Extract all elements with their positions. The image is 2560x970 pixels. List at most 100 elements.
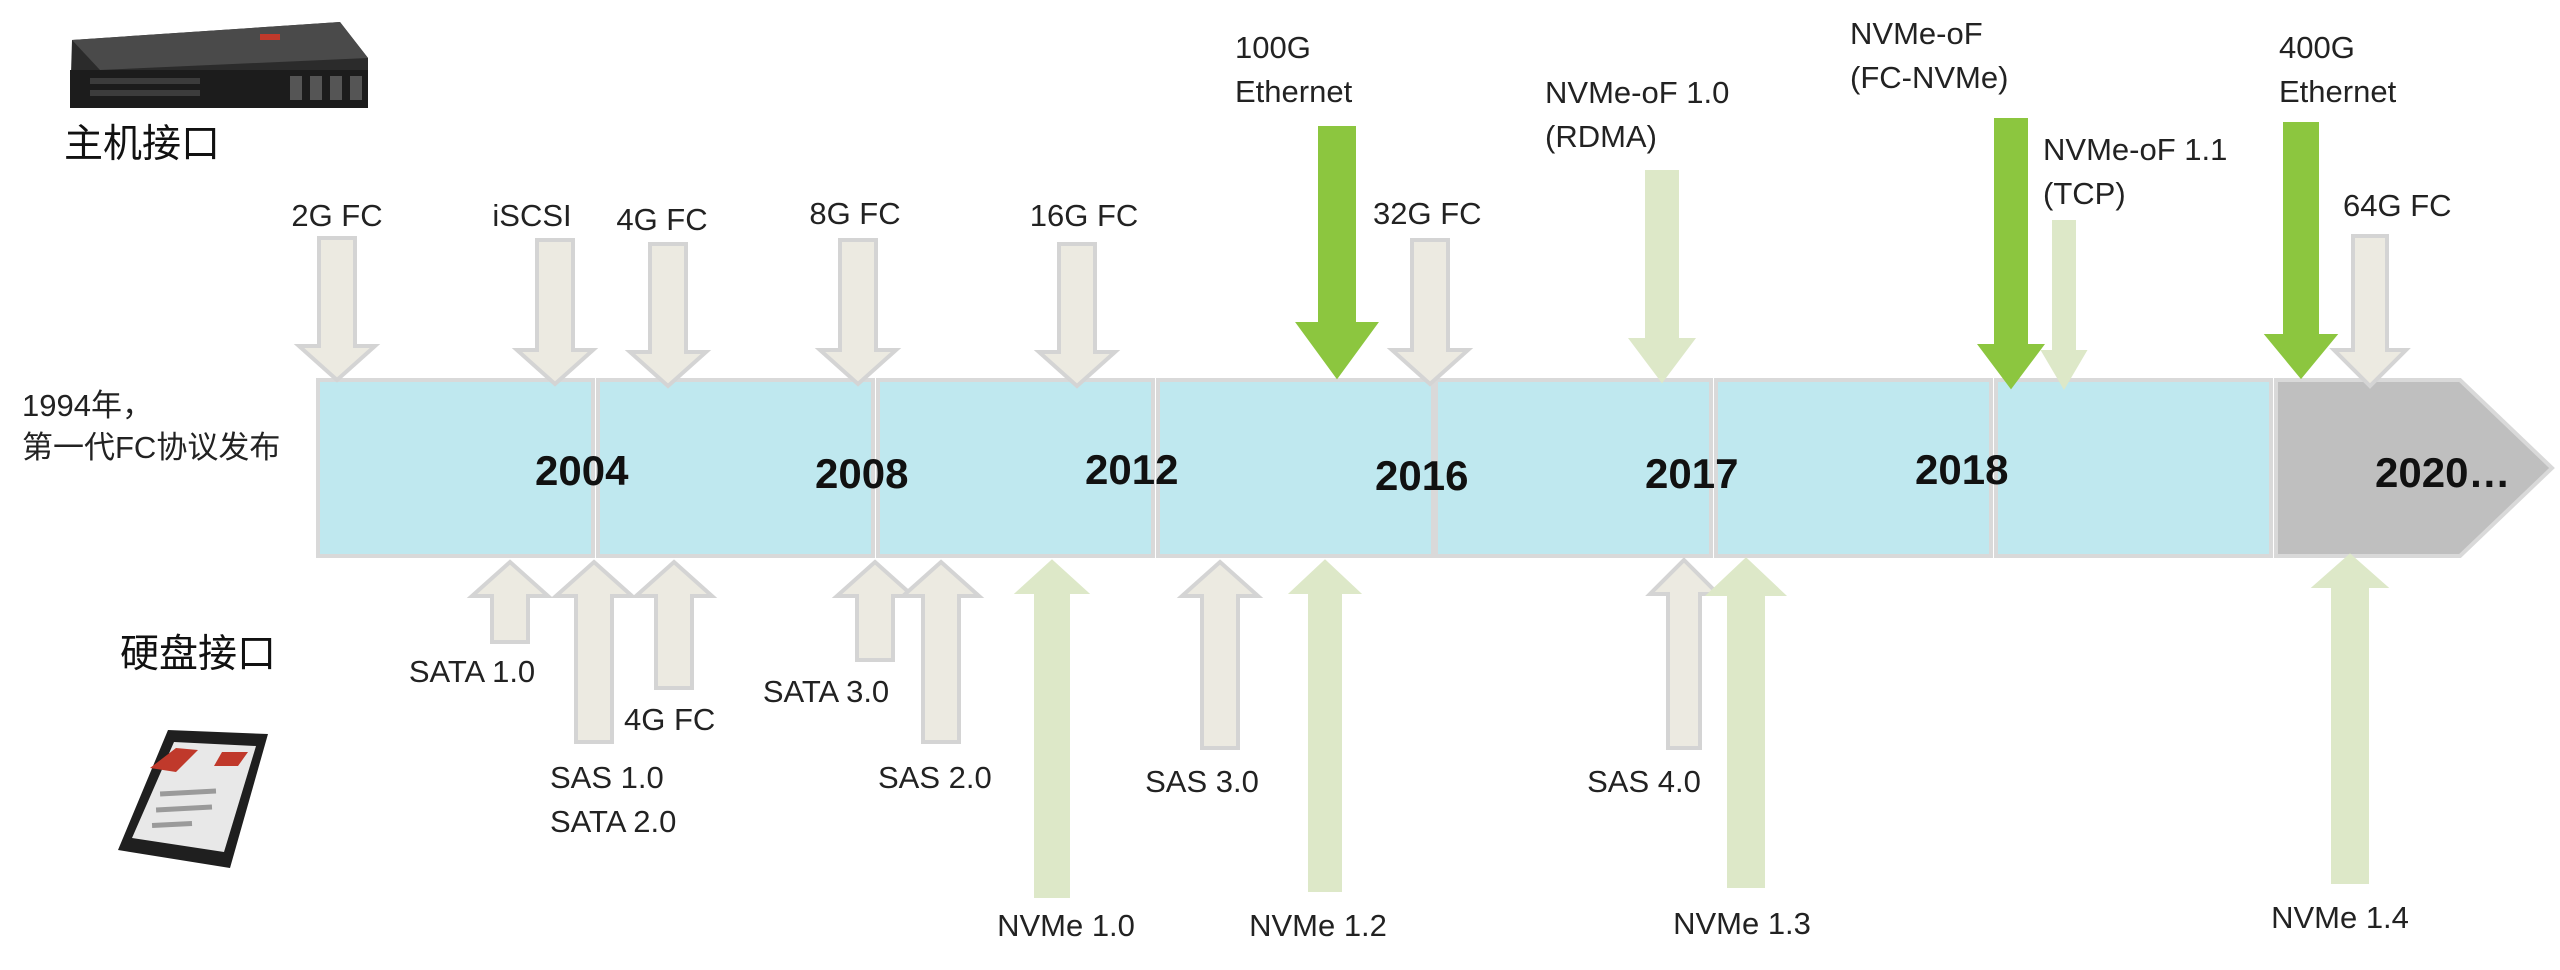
interface-label: NVMe 1.3 bbox=[1673, 906, 1811, 941]
host-interface-arrow: 4G FC bbox=[616, 202, 712, 389]
interface-label: 32G FC bbox=[1373, 196, 1482, 231]
disk-interface-arrows: SATA 1.0 SAS 1.0 SATA 2.0 4G FC SATA 3.0 SAS … bbox=[409, 553, 2409, 943]
interface-label: Ethernet bbox=[2279, 74, 2397, 109]
disk-interface-arrow: NVMe 1.4 bbox=[2271, 553, 2409, 935]
origin-text-line2: 第一代FC协议发布 bbox=[22, 430, 280, 465]
interface-label: NVMe 1.0 bbox=[997, 908, 1135, 943]
host-interface-arrow: 32G FC bbox=[1373, 196, 1482, 387]
disk-interface-arrow: SAS 1.0 SATA 2.0 bbox=[550, 559, 676, 839]
disk-interface-arrow: NVMe 1.0 bbox=[997, 559, 1135, 943]
timeline-segment-6 bbox=[1714, 378, 1993, 558]
timeline-segment-3 bbox=[876, 378, 1155, 558]
interface-label: SAS 3.0 bbox=[1145, 764, 1259, 799]
ssd-drive-icon bbox=[118, 730, 268, 868]
year-label: 2004 bbox=[535, 447, 629, 494]
year-label: 2016 bbox=[1375, 452, 1468, 499]
interface-label: NVMe 1.4 bbox=[2271, 900, 2409, 935]
interface-label: iSCSI bbox=[492, 198, 571, 233]
interface-label: 4G FC bbox=[624, 702, 715, 737]
timeline-segment-2 bbox=[596, 378, 875, 558]
rack-server-icon bbox=[70, 22, 368, 108]
interface-label: SATA 2.0 bbox=[550, 804, 676, 839]
host-interface-arrow: 64G FC bbox=[2329, 188, 2452, 389]
host-interface-arrow: 100G Ethernet bbox=[1235, 30, 1379, 380]
timeline-future-arrow bbox=[2274, 378, 2555, 558]
interface-label: 100G bbox=[1235, 30, 1311, 65]
up-arrow-icon bbox=[1645, 557, 1723, 750]
timeline-year-labels: 2004 2008 2012 2016 2017 2018 2020… bbox=[535, 446, 2510, 499]
interface-label: NVMe-oF 1.1 bbox=[2043, 132, 2227, 167]
down-arrow-icon bbox=[1977, 118, 2045, 390]
down-arrow-icon bbox=[293, 236, 381, 383]
down-arrow-icon bbox=[1628, 170, 1696, 384]
disk-interface-arrow: NVMe 1.3 bbox=[1673, 557, 1811, 941]
interface-label: NVMe 1.2 bbox=[1249, 908, 1387, 943]
disk-interface-heading: 硬盘接口 bbox=[120, 633, 276, 676]
interface-label: 16G FC bbox=[1030, 198, 1139, 233]
down-arrow-icon bbox=[1033, 242, 1121, 389]
interface-label: 8G FC bbox=[809, 196, 900, 231]
year-label: 2012 bbox=[1085, 446, 1178, 493]
disk-interface-arrow: SAS 2.0 bbox=[878, 559, 992, 795]
year-label: 2020… bbox=[2375, 449, 2510, 496]
interface-label: 4G FC bbox=[616, 202, 707, 237]
timeline-segment-4 bbox=[1156, 378, 1435, 558]
interface-label: SAS 4.0 bbox=[1587, 764, 1701, 799]
host-interface-arrow: 2G FC bbox=[291, 198, 383, 383]
host-interface-arrow: NVMe-oF 1.1 (TCP) bbox=[2040, 132, 2227, 390]
disk-interface-arrow: 4G FC bbox=[624, 559, 718, 737]
host-interface-arrow: NVMe-oF (FC-NVMe) bbox=[1850, 16, 2045, 390]
host-interface-arrow: iSCSI bbox=[492, 198, 599, 387]
host-interface-heading: 主机接口 bbox=[64, 123, 220, 166]
year-label: 2008 bbox=[815, 450, 908, 497]
year-label: 2018 bbox=[1915, 446, 2008, 493]
up-arrow-icon bbox=[550, 559, 638, 744]
disk-interface-arrow: SATA 1.0 bbox=[409, 559, 554, 689]
year-label: 2017 bbox=[1645, 450, 1738, 497]
down-arrow-icon bbox=[2263, 122, 2339, 380]
disk-interface-arrow: SATA 3.0 bbox=[763, 559, 919, 709]
down-arrow-icon bbox=[1386, 238, 1474, 387]
disk-interface-arrow: SAS 4.0 bbox=[1587, 557, 1723, 799]
interface-label: (RDMA) bbox=[1545, 119, 1657, 154]
timeline-bar bbox=[316, 378, 2555, 558]
interface-label: 2G FC bbox=[291, 198, 382, 233]
timeline-segment-5 bbox=[1434, 378, 1713, 558]
up-arrow-icon bbox=[2310, 553, 2390, 884]
interface-label: (TCP) bbox=[2043, 176, 2126, 211]
down-arrow-icon bbox=[2040, 220, 2088, 390]
down-arrow-icon bbox=[511, 238, 599, 387]
up-arrow-icon bbox=[831, 559, 919, 662]
interface-label: SATA 3.0 bbox=[763, 674, 889, 709]
timeline-segment-7 bbox=[1994, 378, 2273, 558]
up-arrow-icon bbox=[897, 559, 985, 744]
interface-label: 400G bbox=[2279, 30, 2355, 65]
down-arrow-icon bbox=[1295, 126, 1379, 380]
up-arrow-icon bbox=[466, 559, 554, 644]
host-interface-arrow: 400G Ethernet bbox=[2263, 30, 2397, 380]
down-arrow-icon bbox=[814, 238, 902, 387]
host-interface-arrows: 2G FC iSCSI 4G FC 8G FC 16G FC 100G Ethernet 32… bbox=[291, 16, 2452, 390]
up-arrow-icon bbox=[630, 559, 718, 690]
interface-label: (FC-NVMe) bbox=[1850, 60, 2008, 95]
interface-label: SATA 1.0 bbox=[409, 654, 535, 689]
disk-interface-arrow: NVMe 1.2 bbox=[1249, 559, 1387, 943]
interface-label: SAS 2.0 bbox=[878, 760, 992, 795]
down-arrow-icon bbox=[624, 242, 712, 389]
host-interface-arrow: NVMe-oF 1.0 (RDMA) bbox=[1545, 75, 1729, 384]
up-arrow-icon bbox=[1176, 559, 1264, 750]
interface-label: NVMe-oF bbox=[1850, 16, 1983, 51]
interface-label: 64G FC bbox=[2343, 188, 2452, 223]
host-interface-arrow: 16G FC bbox=[1030, 198, 1139, 389]
interface-label: NVMe-oF 1.0 bbox=[1545, 75, 1729, 110]
origin-text-line1: 1994年， bbox=[22, 388, 153, 423]
host-interface-arrow: 8G FC bbox=[809, 196, 902, 387]
down-arrow-icon bbox=[2329, 234, 2411, 389]
disk-interface-arrow: SAS 3.0 bbox=[1145, 559, 1264, 799]
timeline-segment-1 bbox=[316, 378, 595, 558]
interface-label: SAS 1.0 bbox=[550, 760, 664, 795]
up-arrow-icon bbox=[1704, 557, 1788, 888]
up-arrow-icon bbox=[1287, 559, 1363, 892]
up-arrow-icon bbox=[1013, 559, 1091, 898]
